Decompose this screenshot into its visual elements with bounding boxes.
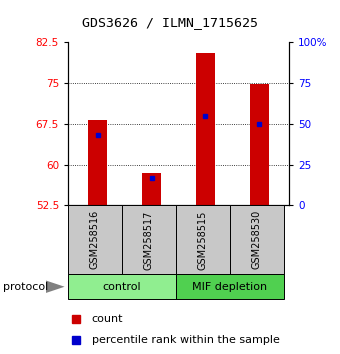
- Bar: [196, 53, 215, 205]
- FancyBboxPatch shape: [176, 205, 230, 274]
- Text: GDS3626 / ILMN_1715625: GDS3626 / ILMN_1715625: [82, 16, 258, 29]
- Bar: [142, 173, 161, 205]
- FancyBboxPatch shape: [122, 205, 176, 274]
- Text: control: control: [103, 282, 141, 292]
- FancyBboxPatch shape: [68, 205, 122, 274]
- FancyBboxPatch shape: [68, 274, 176, 299]
- FancyBboxPatch shape: [176, 274, 284, 299]
- Text: GSM258516: GSM258516: [90, 210, 100, 269]
- Text: GSM258530: GSM258530: [252, 210, 262, 269]
- Polygon shape: [46, 280, 65, 293]
- Text: percentile rank within the sample: percentile rank within the sample: [92, 335, 280, 345]
- Text: count: count: [92, 314, 123, 324]
- Text: protocol: protocol: [3, 282, 49, 292]
- FancyBboxPatch shape: [230, 205, 284, 274]
- Bar: [88, 120, 107, 205]
- Bar: [250, 84, 269, 205]
- Text: GSM258515: GSM258515: [198, 210, 208, 269]
- Text: MIF depletion: MIF depletion: [192, 282, 267, 292]
- Text: GSM258517: GSM258517: [144, 210, 154, 269]
